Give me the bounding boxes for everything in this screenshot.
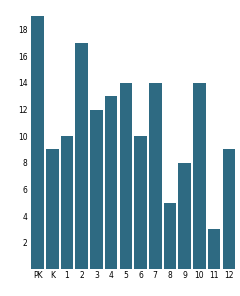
Bar: [134, 136, 147, 269]
Bar: [149, 83, 162, 269]
Bar: [222, 149, 235, 269]
Bar: [120, 83, 132, 269]
Bar: [61, 136, 73, 269]
Bar: [178, 163, 191, 269]
Bar: [46, 149, 59, 269]
Bar: [105, 96, 117, 269]
Bar: [193, 83, 206, 269]
Bar: [164, 203, 176, 269]
Bar: [90, 110, 103, 269]
Bar: [31, 16, 44, 269]
Bar: [76, 43, 88, 269]
Bar: [208, 229, 220, 269]
